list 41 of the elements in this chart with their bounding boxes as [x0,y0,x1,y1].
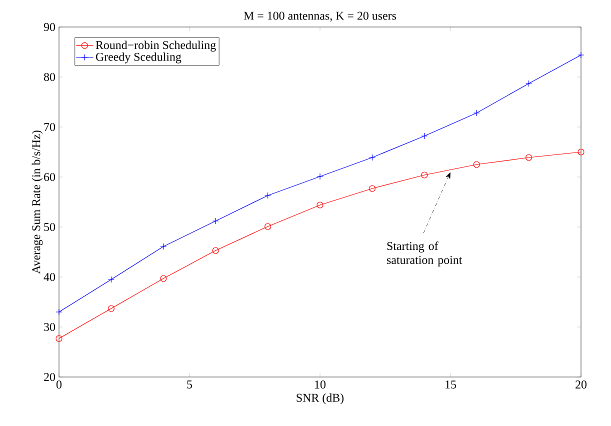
chart-title: M = 100 antennas, K = 20 users [244,12,396,22]
point [316,173,324,180]
y-tick-label: 70 [44,122,56,132]
point [421,172,428,178]
y-tick-label: 60 [44,172,56,182]
point [160,243,167,250]
point [108,305,115,312]
annotation: Starting of saturation point [386,242,462,266]
point [473,161,480,168]
point [368,185,376,192]
x-tick-label: 0 [56,380,62,389]
x-tick-label: 5 [187,380,192,388]
y-tick-label: 80 [44,72,56,82]
point [316,202,324,208]
point [108,276,115,283]
x-tick-label: 20 [576,380,587,389]
x-tick-label: 15 [446,380,456,389]
point [421,132,428,140]
point [578,52,584,58]
point [264,223,272,230]
y-axis-title: Average Sum Rate (in b/s/Hz) [32,130,43,274]
x-tick-label: 10 [315,380,326,389]
point [578,148,584,156]
point [526,80,532,87]
x-axis-title: SNR (dB) [296,393,344,404]
legend-label: Round−robin Scheduling [96,40,216,52]
point [212,247,219,254]
y-tick-label: 20 [44,372,56,382]
point [160,275,167,282]
point [264,192,272,199]
y-tick-label: 40 [44,272,56,282]
y-tick-label: 50 [44,222,56,232]
y-tick-label: 90 [44,22,56,32]
legend-label: Greedy Sceduling [96,52,182,64]
y-tick-label: 30 [44,322,56,332]
point [212,218,219,224]
point [56,335,62,342]
point [56,308,62,316]
point [473,110,480,116]
point [368,154,376,161]
point [526,154,532,161]
